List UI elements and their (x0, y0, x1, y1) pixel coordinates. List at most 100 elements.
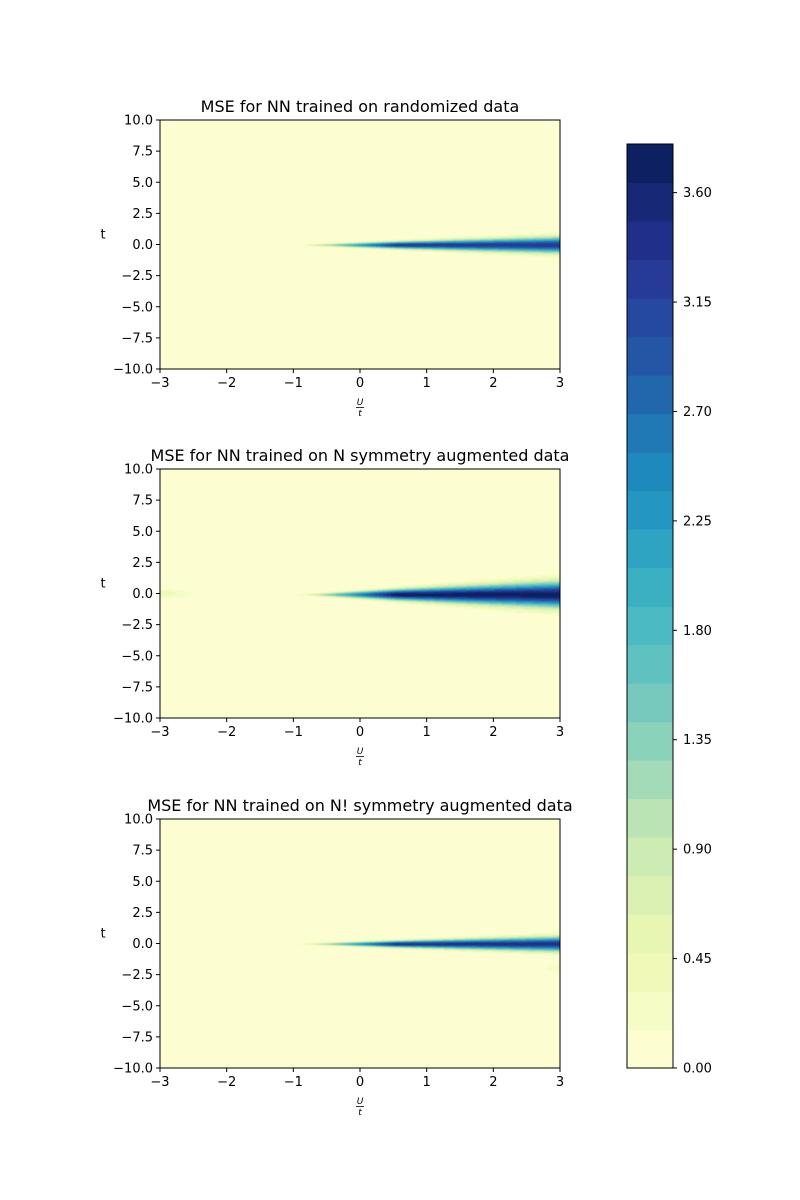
x-tick-label: 1 (423, 1075, 431, 1090)
y-tick-label: −10.0 (113, 363, 153, 378)
y-tick-label: 0.0 (132, 937, 153, 952)
colorbar-level (627, 490, 673, 530)
colorbar-level (627, 875, 673, 915)
y-tick-label: 2.5 (132, 556, 153, 571)
y-tick-label: −7.5 (121, 680, 153, 695)
y-tick-label: −5.0 (121, 649, 153, 664)
colorbar-level (627, 837, 673, 877)
colorbar-level (627, 182, 673, 222)
colorbar-level (627, 798, 673, 838)
heatmap-image (160, 819, 560, 1068)
x-label-numerator: U (357, 1097, 364, 1107)
subplots: MSE for NN trained on randomized data−3−… (100, 97, 572, 1118)
x-label-denominator: t (358, 409, 362, 419)
colorbar-tick-label: 0.45 (683, 952, 712, 967)
colorbar-level (627, 259, 673, 299)
colorbar-level (627, 375, 673, 415)
heatmap-image (160, 469, 560, 718)
y-tick-label: −7.5 (121, 331, 153, 346)
x-tick-label: −3 (150, 725, 169, 740)
x-label-numerator: U (357, 747, 364, 757)
y-tick-label: 5.0 (132, 875, 153, 890)
y-tick-label: −2.5 (121, 618, 153, 633)
colorbar-tick-label: 0.00 (683, 1062, 712, 1077)
colorbar-level (627, 413, 673, 453)
y-tick-label: 0.0 (132, 587, 153, 602)
x-tick-label: 0 (356, 1075, 364, 1090)
y-tick-label: 10.0 (124, 114, 153, 129)
y-tick-label: 7.5 (132, 145, 153, 160)
colorbar-tick-label: 2.70 (683, 405, 712, 420)
colorbar-tick-label: 1.80 (683, 624, 712, 639)
x-tick-label: 3 (556, 376, 564, 391)
x-label-numerator: U (357, 398, 364, 408)
colorbar-level (627, 606, 673, 646)
x-tick-label: 0 (356, 725, 364, 740)
y-axis-label: t (100, 227, 105, 242)
x-label-denominator: t (358, 1108, 362, 1118)
subplot-title: MSE for NN trained on N! symmetry augmen… (147, 796, 572, 815)
y-tick-label: 5.0 (132, 176, 153, 191)
colorbar-level (627, 914, 673, 954)
x-tick-label: 3 (556, 1075, 564, 1090)
colorbar-frame (626, 143, 674, 1069)
x-tick-label: 0 (356, 376, 364, 391)
x-tick-label: −1 (284, 1075, 303, 1090)
y-tick-label: 2.5 (132, 906, 153, 921)
y-tick-label: −10.0 (113, 712, 153, 727)
y-tick-label: 10.0 (124, 813, 153, 828)
x-tick-label: −2 (217, 1075, 236, 1090)
colorbar-level (627, 991, 673, 1031)
x-tick-label: 1 (423, 376, 431, 391)
colorbar-level (627, 760, 673, 800)
colorbar-level (627, 452, 673, 492)
y-tick-label: −7.5 (121, 1030, 153, 1045)
y-tick-label: −2.5 (121, 968, 153, 983)
colorbar-level (627, 1029, 673, 1069)
y-tick-label: −5.0 (121, 300, 153, 315)
colorbar-level (627, 644, 673, 684)
colorbar-level (627, 683, 673, 723)
colorbar-level (627, 567, 673, 607)
colorbar-tick-label: 3.15 (683, 296, 712, 311)
colorbar-level (627, 221, 673, 261)
y-tick-label: −10.0 (113, 1062, 153, 1077)
subplot-2: MSE for NN trained on N symmetry augment… (100, 446, 569, 768)
colorbar-level (627, 298, 673, 338)
colorbar-level (627, 529, 673, 569)
x-tick-label: −1 (284, 725, 303, 740)
colorbar-level (627, 721, 673, 761)
x-tick-label: −1 (284, 376, 303, 391)
colorbar-level (627, 144, 673, 184)
subplot-1: MSE for NN trained on randomized data−3−… (100, 97, 564, 419)
y-tick-label: 5.0 (132, 525, 153, 540)
x-tick-label: 2 (489, 376, 497, 391)
y-tick-label: 10.0 (124, 463, 153, 478)
y-tick-label: 7.5 (132, 844, 153, 859)
subplot-title: MSE for NN trained on randomized data (201, 97, 520, 116)
y-tick-label: −5.0 (121, 999, 153, 1014)
y-tick-label: 0.0 (132, 238, 153, 253)
x-tick-label: −2 (217, 725, 236, 740)
y-axis-label: t (100, 576, 105, 591)
y-tick-label: 2.5 (132, 207, 153, 222)
colorbar: 0.00 0.45 0.90 1.35 1.80 2.25 2.70 3.15 3.60 (626, 143, 712, 1077)
x-label-denominator: t (358, 758, 362, 768)
x-tick-label: −3 (150, 376, 169, 391)
colorbar-level (627, 952, 673, 992)
colorbar-tick-label: 3.60 (683, 186, 712, 201)
y-tick-label: 7.5 (132, 494, 153, 509)
heatmap-image (160, 120, 560, 369)
x-tick-label: 2 (489, 1075, 497, 1090)
colorbar-tick-label: 1.35 (683, 733, 712, 748)
x-tick-label: −3 (150, 1075, 169, 1090)
y-axis-label: t (100, 926, 105, 941)
x-tick-label: −2 (217, 376, 236, 391)
y-tick-label: −2.5 (121, 269, 153, 284)
x-tick-label: 2 (489, 725, 497, 740)
subplot-3: MSE for NN trained on N! symmetry augmen… (100, 796, 572, 1118)
colorbar-tick-label: 2.25 (683, 514, 712, 529)
x-tick-label: 3 (556, 725, 564, 740)
subplot-title: MSE for NN trained on N symmetry augment… (151, 446, 570, 465)
